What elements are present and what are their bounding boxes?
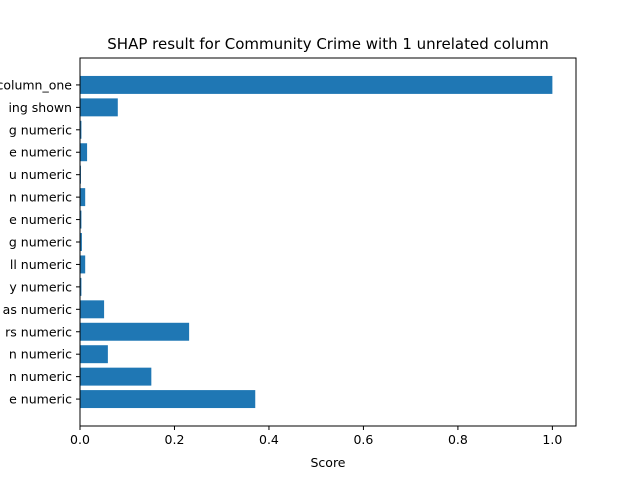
y-tick-label-4: u numeric xyxy=(9,167,72,182)
plot-frame xyxy=(79,57,577,427)
y-tick-label-2: g numeric xyxy=(9,122,72,137)
bar-13 xyxy=(80,367,152,386)
y-tick-label-1: ing shown xyxy=(8,100,72,115)
x-tick-label-5: 1.0 xyxy=(542,432,562,447)
bar-6 xyxy=(80,210,82,229)
chart-title: SHAP result for Community Crime with 1 u… xyxy=(107,35,548,53)
bar-2 xyxy=(80,120,82,139)
bar-14 xyxy=(80,390,256,409)
y-tick-label-5: n numeric xyxy=(9,190,72,205)
y-tick-label-13: n numeric xyxy=(9,369,72,384)
bars-group xyxy=(80,75,553,409)
y-tick-label-9: y numeric xyxy=(9,279,72,294)
bar-0 xyxy=(80,75,553,94)
y-tick-label-10: as numeric xyxy=(3,302,72,317)
bar-1 xyxy=(80,98,118,117)
x-tick-label-0: 0.0 xyxy=(70,432,90,447)
y-tick-label-3: e numeric xyxy=(9,145,72,160)
bar-9 xyxy=(80,277,82,296)
x-tick-label-4: 0.8 xyxy=(448,432,468,447)
y-tick-label-8: ll numeric xyxy=(10,257,72,272)
bar-3 xyxy=(80,143,88,162)
y-tick-label-14: e numeric xyxy=(9,392,72,407)
bar-11 xyxy=(80,322,190,341)
x-tick-label-1: 0.2 xyxy=(165,432,185,447)
y-tick-label-6: e numeric xyxy=(9,212,72,227)
y-tick-label-0: column_one xyxy=(0,77,72,92)
y-tick-label-7: g numeric xyxy=(9,235,72,250)
x-tick-label-2: 0.4 xyxy=(259,432,279,447)
y-tick-label-12: n numeric xyxy=(9,347,72,362)
bar-5 xyxy=(80,188,86,207)
x-tick-label-3: 0.6 xyxy=(353,432,373,447)
y-tick-label-11: rs numeric xyxy=(5,324,72,339)
bar-12 xyxy=(80,345,108,364)
bar-10 xyxy=(80,300,105,319)
bar-7 xyxy=(80,233,82,251)
x-axis-label: Score xyxy=(310,455,345,470)
bar-8 xyxy=(80,255,86,274)
x-axis-ticks: 0.0 0.2 0.4 0.6 0.8 1.0 xyxy=(70,426,562,447)
